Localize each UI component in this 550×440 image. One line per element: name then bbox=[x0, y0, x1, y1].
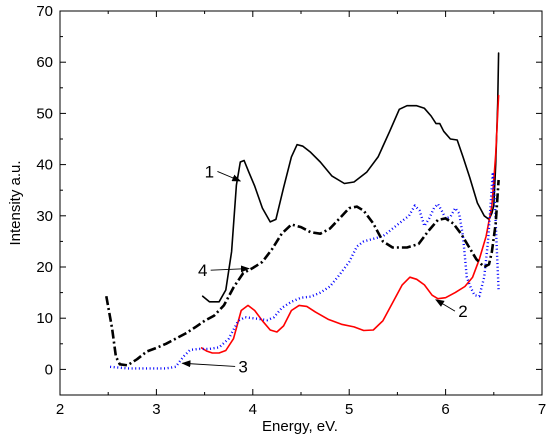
callout-label-1: 1 bbox=[205, 162, 214, 181]
callout-arrow-3 bbox=[181, 360, 236, 368]
callout-arrow-2 bbox=[435, 299, 456, 312]
y-tick-label: 60 bbox=[36, 54, 53, 71]
y-tick-label: 50 bbox=[36, 105, 53, 122]
plot-frame bbox=[59, 10, 543, 396]
y-axis-title: Intensity a.u. bbox=[7, 160, 24, 245]
x-tick-label: 3 bbox=[152, 401, 160, 418]
x-tick-label: 2 bbox=[56, 401, 64, 418]
callout-arrow-4 bbox=[210, 265, 250, 273]
series-line-3 bbox=[109, 171, 500, 370]
series-line-2 bbox=[200, 94, 500, 354]
x-axis-title: Energy, eV. bbox=[262, 418, 338, 435]
x-tick-label: 5 bbox=[345, 401, 353, 418]
y-tick-label: 40 bbox=[36, 157, 53, 174]
series-line-4 bbox=[105, 179, 500, 367]
y-tick-label: 0 bbox=[45, 361, 53, 378]
callout-label-4: 4 bbox=[198, 261, 207, 280]
x-tick-label: 7 bbox=[538, 401, 546, 418]
annotation-layer: 1 2 3 4 bbox=[181, 162, 468, 376]
y-tick-label: 10 bbox=[36, 310, 53, 327]
y-tick-label: 30 bbox=[36, 208, 53, 225]
y-tick-label: 70 bbox=[36, 3, 53, 20]
series-layer bbox=[105, 52, 500, 370]
series-line-1 bbox=[201, 52, 500, 303]
callout-label-3: 3 bbox=[238, 357, 247, 376]
y-tick-label: 20 bbox=[36, 259, 53, 276]
callout-label-2: 2 bbox=[458, 302, 467, 321]
x-tick-label: 6 bbox=[441, 401, 449, 418]
axis-ticks bbox=[59, 10, 543, 395]
x-tick-label: 4 bbox=[249, 401, 257, 418]
callout-arrow-1 bbox=[217, 170, 242, 182]
